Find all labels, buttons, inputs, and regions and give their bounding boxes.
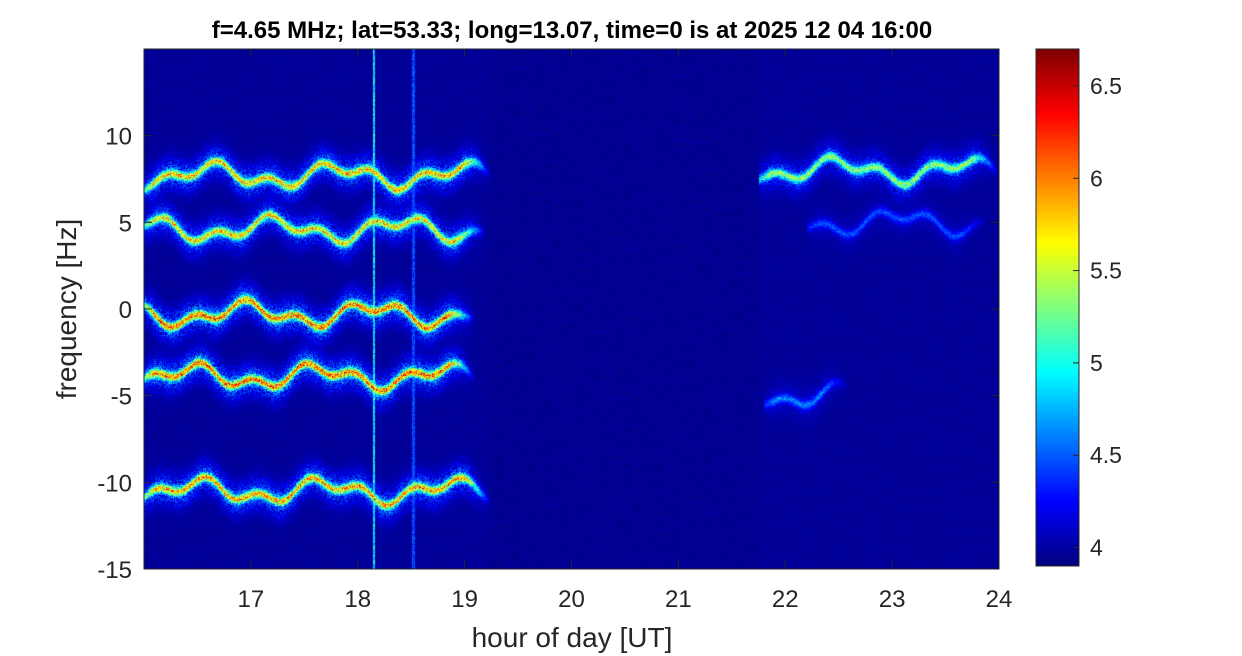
- x-tick-label: 18: [344, 586, 371, 613]
- chart-title: f=4.65 MHz; lat=53.33; long=13.07, time=…: [212, 17, 932, 44]
- colorbar: 4 4.5 5 5.5 6 6.5: [1035, 48, 1122, 567]
- colorbar-gradient: [1036, 49, 1079, 566]
- x-tick-label: 23: [879, 586, 906, 613]
- y-axis-label: frequency [Hz]: [51, 219, 82, 400]
- colorbar-frame: [1035, 48, 1080, 567]
- x-axis: 17 18 19 20 21 22 23 24: [238, 49, 1013, 613]
- heatmap-image: [144, 49, 999, 569]
- colorbar-tick-label: 6.5: [1090, 73, 1122, 99]
- y-tick-label: 5: [119, 210, 132, 237]
- y-tick-label: -10: [97, 470, 132, 497]
- x-tick-label: 17: [238, 586, 265, 613]
- x-tick-label: 21: [665, 586, 692, 613]
- colorbar-tick-label: 5.5: [1090, 258, 1122, 284]
- y-tick-label: 0: [119, 297, 132, 324]
- plot-area: [143, 48, 1000, 570]
- y-tick-label: 10: [105, 124, 132, 151]
- y-tick-label: -15: [97, 557, 132, 584]
- y-axis: -15 -10 -5 0 5 10: [97, 124, 999, 584]
- x-axis-label: hour of day [UT]: [472, 622, 673, 653]
- colorbar-tick-label: 4.5: [1090, 442, 1122, 468]
- x-tick-label: 19: [451, 586, 478, 613]
- y-tick-label: -5: [111, 384, 132, 411]
- x-tick-label: 24: [986, 586, 1013, 613]
- x-tick-label: 22: [772, 586, 799, 613]
- colorbar-tick-label: 5: [1090, 350, 1103, 376]
- x-tick-label: 20: [558, 586, 585, 613]
- colorbar-tick-label: 4: [1090, 535, 1103, 561]
- colorbar-tick-label: 6: [1090, 165, 1103, 191]
